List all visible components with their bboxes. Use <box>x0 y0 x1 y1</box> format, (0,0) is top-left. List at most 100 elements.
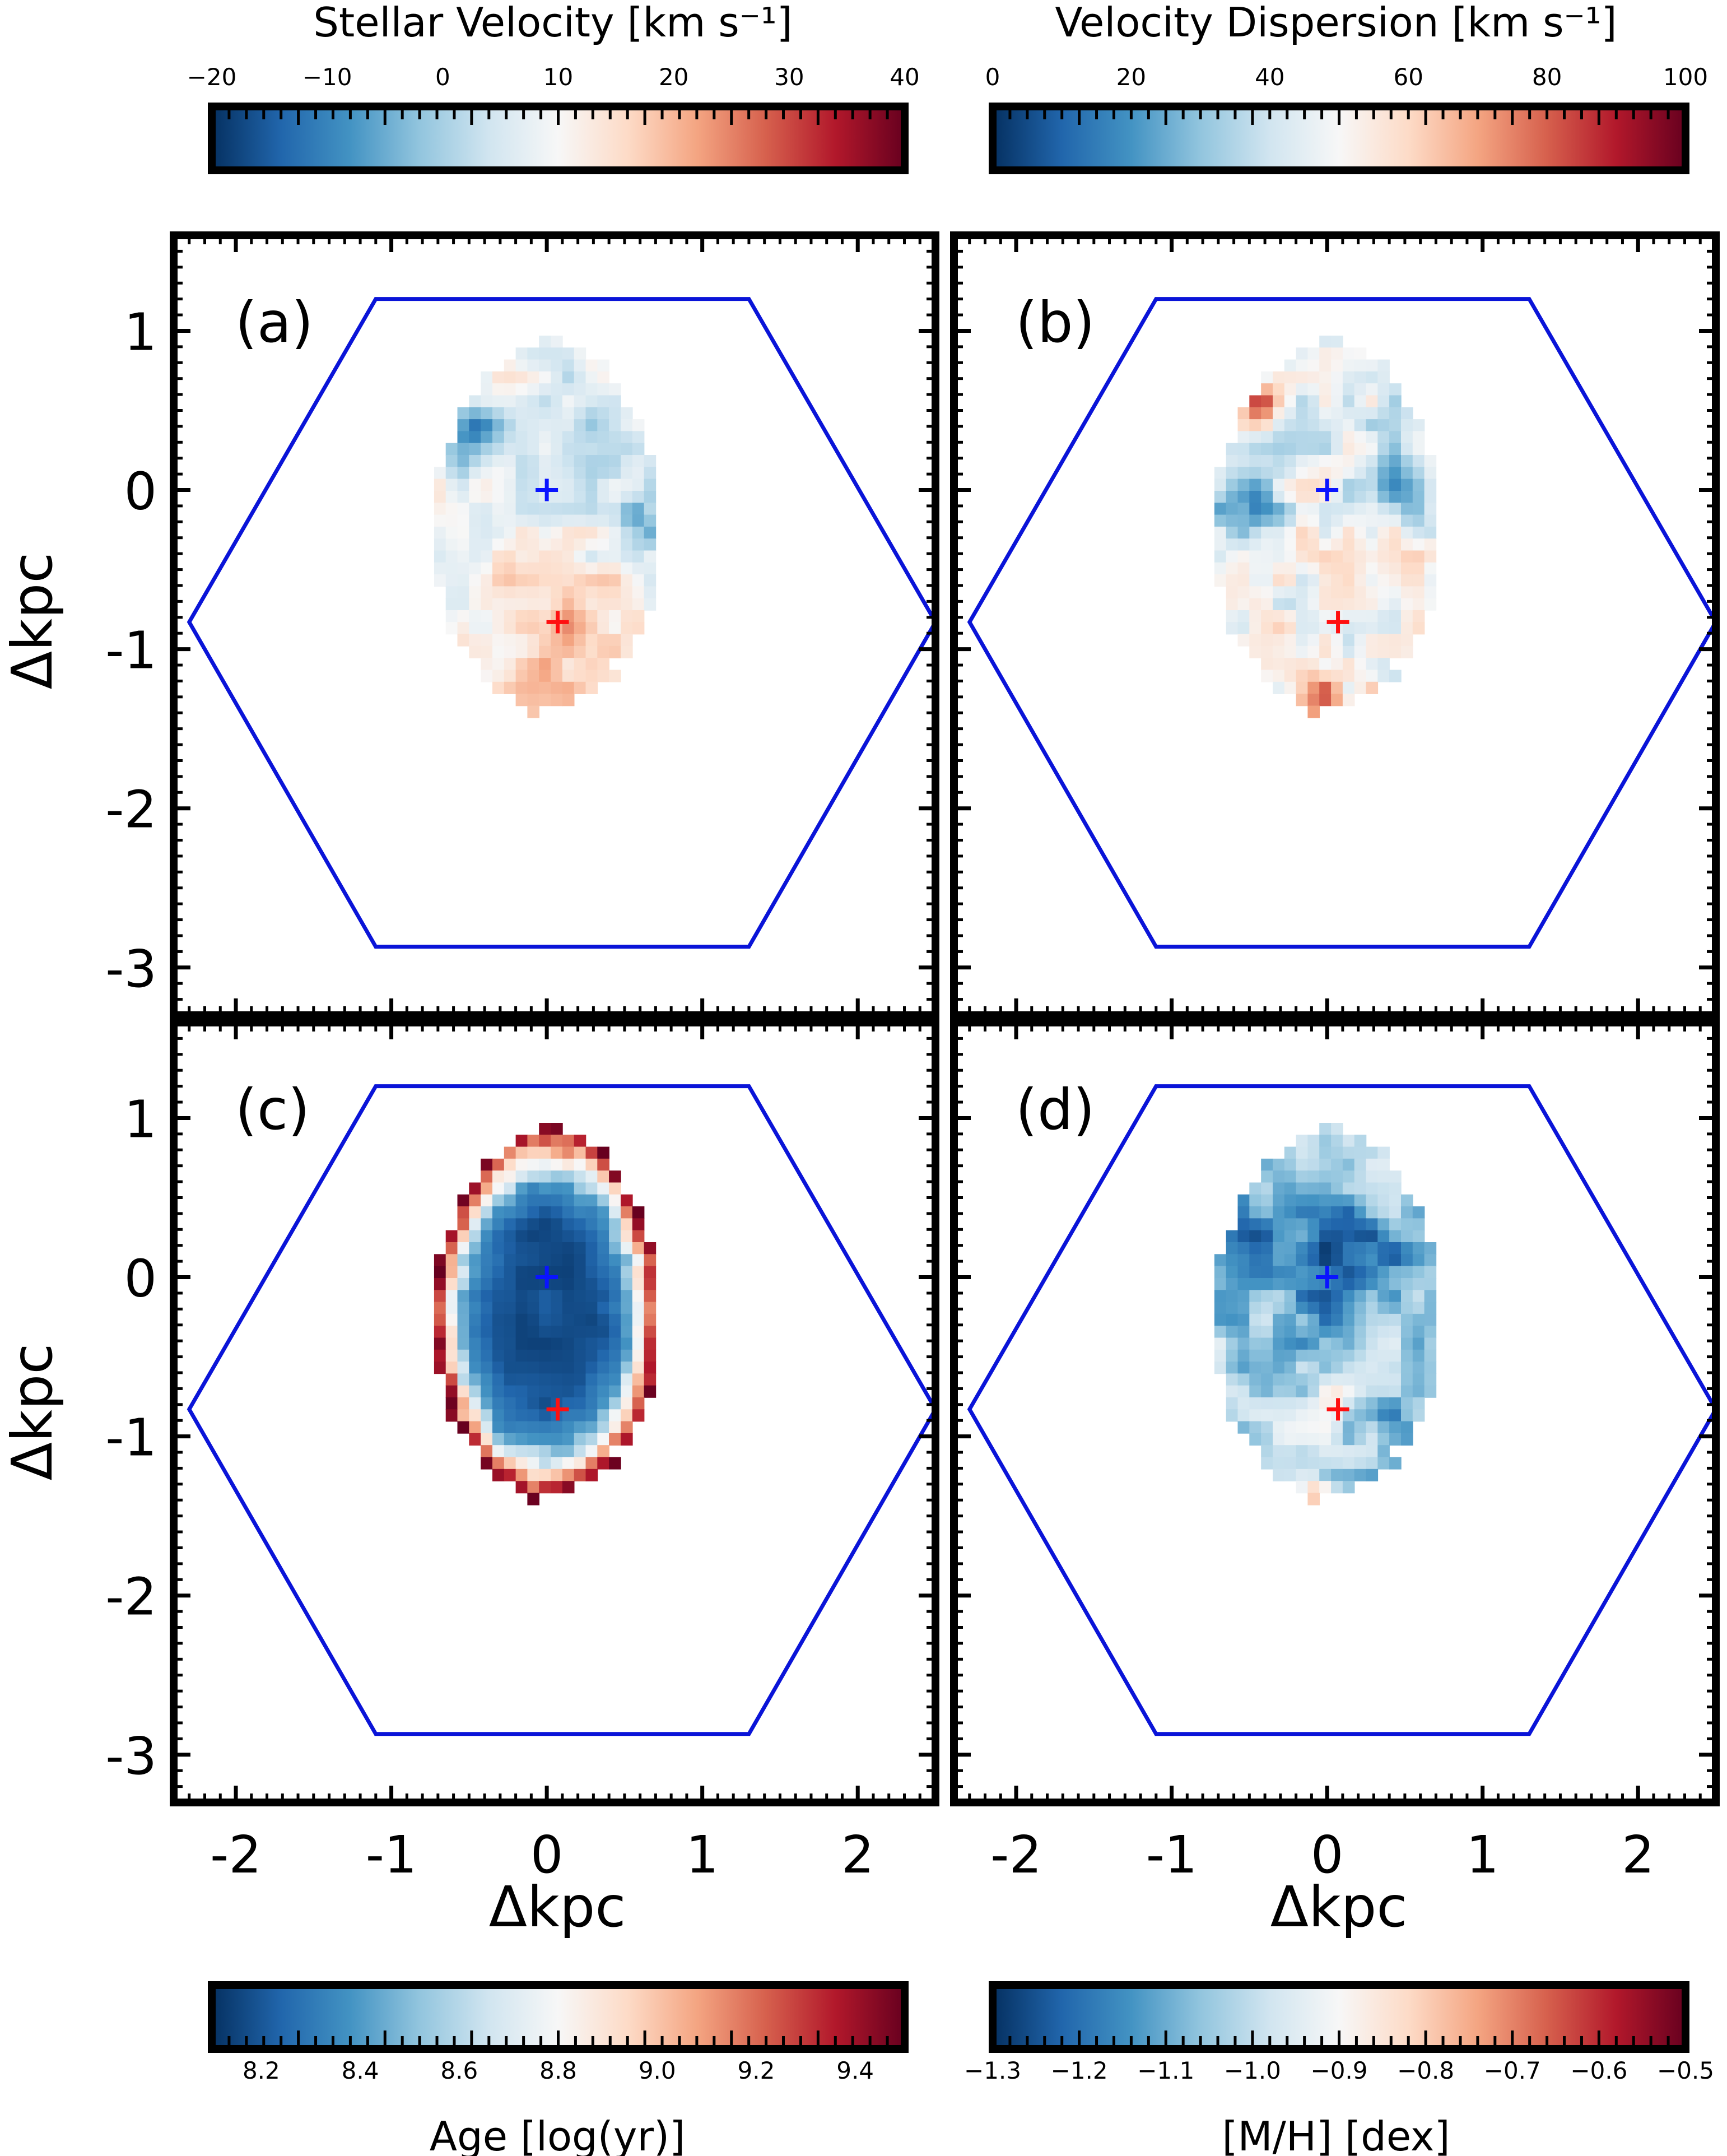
map-pixel <box>492 574 505 587</box>
map-pixel <box>562 1242 575 1255</box>
map-pixel <box>621 526 633 539</box>
map-pixel <box>574 681 586 694</box>
map-pixel <box>1296 1170 1309 1183</box>
map-pixel <box>574 586 586 599</box>
map-pixel <box>585 419 598 432</box>
map-pixel <box>1319 1135 1332 1147</box>
map-pixel <box>457 1242 470 1255</box>
map-pixel <box>1331 1457 1343 1470</box>
map-pixel <box>574 1469 586 1481</box>
map-pixel <box>481 407 493 420</box>
map-pixel <box>1377 1457 1390 1470</box>
map-pixel <box>457 1194 470 1207</box>
map-pixel <box>597 514 609 527</box>
map-pixel <box>1377 467 1390 480</box>
map-pixel <box>1319 1146 1332 1159</box>
map-pixel <box>1377 1313 1390 1326</box>
map-pixel <box>621 1373 633 1386</box>
map-pixel <box>1342 467 1355 480</box>
map-pixel <box>1296 586 1309 599</box>
map-pixel <box>1354 634 1367 647</box>
map-pixel <box>1331 550 1343 563</box>
map-pixel <box>597 1397 609 1410</box>
map-pixel <box>1296 443 1309 456</box>
map-pixel <box>1273 383 1285 396</box>
map-pixel <box>585 598 598 611</box>
map-pixel <box>1273 1445 1285 1458</box>
map-pixel <box>445 1242 458 1255</box>
map-pixel <box>527 634 539 647</box>
map-pixel <box>481 1242 493 1255</box>
map-pixel <box>597 622 609 635</box>
map-pixel <box>585 1409 598 1422</box>
map-pixel <box>1284 1278 1297 1291</box>
map-pixel <box>1342 1445 1355 1458</box>
map-pixel <box>1226 1302 1239 1314</box>
map-pixel <box>527 1158 539 1171</box>
map-pixel <box>1389 550 1402 563</box>
map-pixel <box>515 491 528 504</box>
map-pixel <box>621 467 633 480</box>
map-pixel <box>574 347 586 360</box>
map-pixel <box>609 1373 621 1386</box>
blue-cross-marker <box>536 478 558 501</box>
map-pixel <box>1284 1230 1297 1243</box>
map-pixel <box>644 514 657 527</box>
map-pixel <box>1237 1206 1250 1219</box>
map-pixel <box>1389 1218 1402 1231</box>
map-pixel <box>445 526 458 539</box>
map-pixel <box>585 1469 598 1481</box>
map-pixel <box>1273 1254 1285 1267</box>
map-pixel <box>1342 1433 1355 1446</box>
map-pixel <box>1307 419 1320 432</box>
map-pixel <box>1307 1206 1320 1219</box>
map-pixel <box>515 419 528 432</box>
ifu-footprint-hexagon <box>967 297 1719 949</box>
map-pixel <box>597 359 609 372</box>
map-pixel <box>597 467 609 480</box>
map-pixel <box>1296 1146 1309 1159</box>
map-pixel <box>504 1242 516 1255</box>
colorbar-tick-label: 8.6 <box>440 2057 478 2084</box>
map-pixel <box>574 1373 586 1386</box>
map-pixel <box>1366 1230 1379 1243</box>
map-pixel <box>469 538 481 551</box>
plot-frame <box>170 1019 939 1806</box>
map-pixel <box>1273 1421 1285 1434</box>
map-pixel <box>539 1230 551 1243</box>
map-pixel <box>1249 443 1261 456</box>
map-pixel <box>574 467 586 480</box>
map-pixel <box>1249 467 1261 480</box>
map-pixel <box>1366 1218 1379 1231</box>
map-pixel <box>1261 1326 1273 1339</box>
map-pixel <box>1389 1266 1402 1279</box>
map-pixel <box>515 503 528 515</box>
map-pixel <box>574 658 586 671</box>
map-pixel <box>574 1266 586 1279</box>
map-pixel <box>585 1206 598 1219</box>
colorbar-title: Stellar Velocity [km s⁻¹] <box>313 0 792 46</box>
x-tick-label: 0 <box>1311 1825 1344 1885</box>
map-pixel <box>481 503 493 515</box>
map-pixel <box>1389 1362 1402 1374</box>
map-pixel <box>1401 1349 1413 1362</box>
map-pixel <box>504 1373 516 1386</box>
map-pixel <box>539 1337 551 1350</box>
map-pixel <box>527 681 539 694</box>
map-pixel <box>527 1302 539 1314</box>
map-pixel <box>1296 1302 1309 1314</box>
map-pixel <box>1342 1457 1355 1470</box>
map-pixel <box>539 1194 551 1207</box>
map-pixel <box>1331 1242 1343 1255</box>
map-pixel <box>597 1290 609 1303</box>
map-pixel <box>1401 1218 1413 1231</box>
map-pixel <box>574 1290 586 1303</box>
map-pixel <box>1331 443 1343 456</box>
map-pixel <box>481 1457 493 1470</box>
map-pixel <box>1331 395 1343 408</box>
map-pixel <box>1307 1349 1320 1362</box>
map-pixel <box>1214 1326 1227 1339</box>
map-pixel <box>504 562 516 575</box>
map-pixel <box>1273 1158 1285 1171</box>
map-pixel <box>1284 407 1297 420</box>
